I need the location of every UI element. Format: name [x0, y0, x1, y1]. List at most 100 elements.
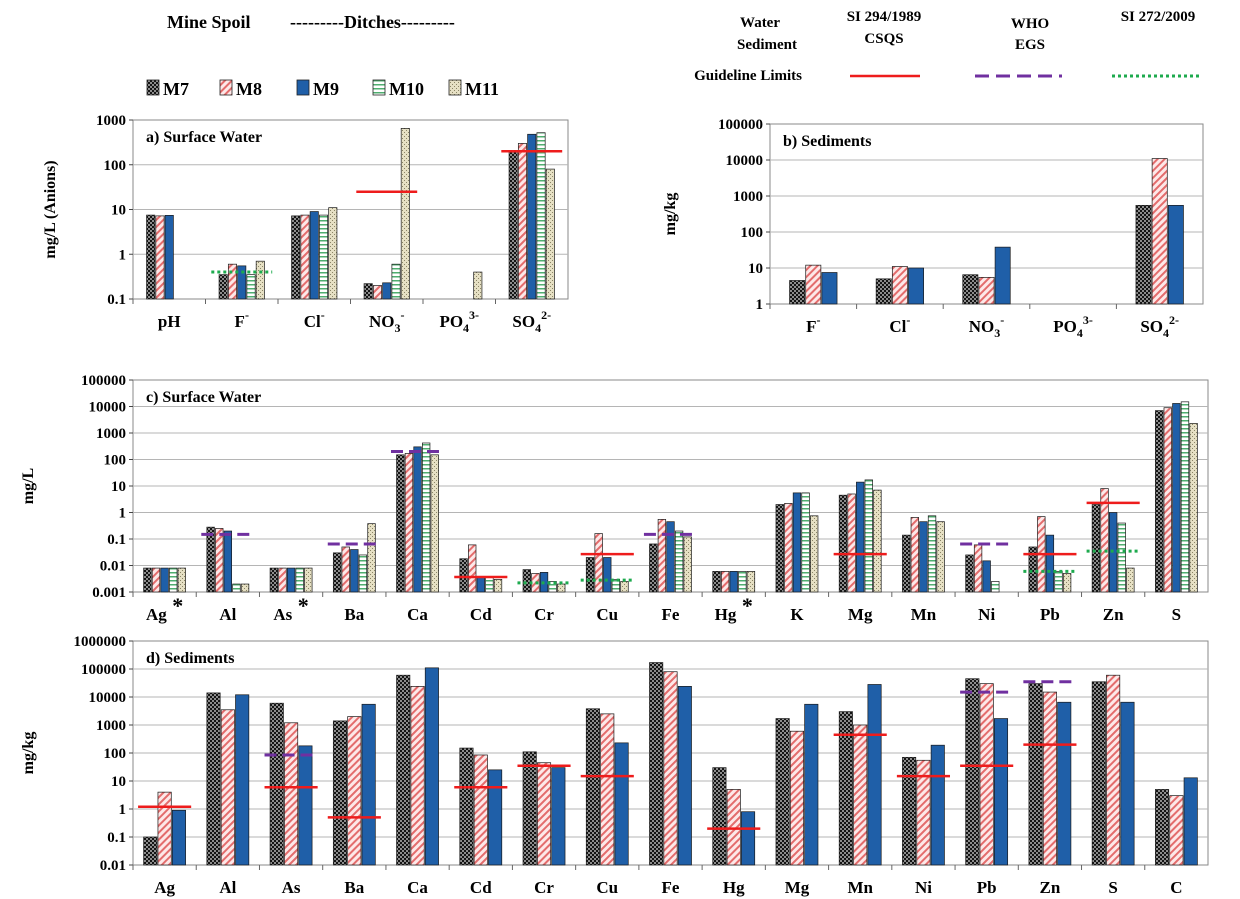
category-label: Cd — [470, 605, 492, 624]
bar-m9 — [930, 744, 945, 866]
bar-m7 — [291, 215, 301, 300]
bar-m8 — [600, 713, 615, 866]
y-axis-label: mg/kg — [662, 193, 679, 236]
panel-title: d) Sediments — [146, 650, 234, 667]
bar-m10 — [801, 492, 810, 593]
category-label: S — [1108, 878, 1117, 897]
bar-m8 — [300, 214, 310, 300]
category-label: Mg — [848, 605, 873, 624]
bar-m8 — [1151, 158, 1168, 305]
bar-m8 — [404, 453, 414, 593]
bar-m8 — [789, 730, 804, 866]
bar-m11 — [1062, 573, 1072, 593]
bar-m8 — [726, 789, 741, 866]
bar-m7 — [649, 543, 658, 593]
bar-m7 — [838, 494, 848, 593]
bar-m8 — [473, 754, 488, 866]
category-label: Ba — [344, 878, 364, 897]
bar-m10 — [674, 530, 684, 593]
bar-m9 — [603, 557, 612, 593]
category-label: Cd — [470, 878, 492, 897]
bar-m9 — [350, 549, 359, 593]
bar-m9 — [286, 567, 296, 593]
bar-m11 — [473, 271, 483, 300]
bar-m11 — [936, 521, 945, 593]
category-label: Al — [219, 605, 236, 624]
bar-m9 — [982, 560, 991, 593]
category-label: NO3- — [369, 308, 405, 335]
bar-m8 — [891, 266, 908, 305]
bar-m10 — [169, 567, 178, 593]
bar-m9 — [856, 481, 865, 593]
bar-m10 — [1054, 571, 1063, 593]
bar-m10 — [232, 583, 241, 593]
category-label: Zn — [1103, 605, 1124, 624]
bar-m8 — [847, 493, 856, 593]
bar-m8 — [347, 716, 362, 866]
legend-swatch-m9 — [296, 79, 310, 96]
legend-label-m8: M8 — [236, 79, 262, 99]
bar-m8 — [657, 519, 667, 593]
bar-m9 — [614, 742, 629, 866]
bar-m8 — [278, 567, 287, 593]
bar-m7 — [775, 504, 784, 593]
bar-m7 — [1135, 204, 1152, 305]
bar-m8 — [1100, 488, 1109, 593]
bar-m8 — [284, 722, 299, 866]
legend: Mine Spoil ---------Ditches--------- M7 M… — [146, 9, 1200, 99]
bar-m9 — [729, 571, 738, 593]
category-label: Ag — [154, 878, 175, 897]
bar-m11 — [746, 571, 756, 593]
panel-title: c) Surface Water — [146, 389, 261, 406]
y-tick-label: 100 — [741, 225, 764, 241]
y-tick-label: 1 — [756, 297, 764, 313]
bar-m10 — [246, 274, 256, 300]
guideline-si294-name: SI 294/1989 — [847, 9, 922, 25]
y-axis-label: mg/L (Anions) — [42, 160, 59, 258]
bar-m10 — [864, 479, 873, 593]
bar-m10 — [536, 132, 546, 300]
bar-m9 — [424, 667, 439, 866]
bar-m9 — [309, 211, 319, 300]
bar-m7 — [332, 720, 348, 866]
panel-title: a) Surface Water — [146, 129, 262, 146]
bar-m7 — [1091, 681, 1106, 866]
bar-m9 — [1167, 204, 1184, 305]
category-label: Ca — [407, 605, 428, 624]
panel-c-surface-water-metals: 0.001 0.01 0.1 1 10 100 1000 10000 100000 Ag * Al A… — [20, 373, 1209, 624]
bar-m10 — [611, 579, 621, 593]
bar-m8 — [853, 724, 868, 866]
y-axis-label: mg/kg — [20, 732, 37, 775]
bar-m11 — [1126, 567, 1135, 593]
category-label: Hg * — [715, 593, 753, 624]
bar-m9 — [237, 265, 247, 300]
category-label: Ni — [915, 878, 932, 897]
legend-label-m9: M9 — [313, 79, 339, 99]
y-axis-label: mg/L — [20, 468, 37, 504]
y-tick-label: 100 — [104, 453, 127, 469]
guideline-si294-sub: CSQS — [864, 31, 903, 47]
bar-m8 — [537, 762, 552, 866]
bar-m9 — [1172, 403, 1181, 593]
bar-m11 — [493, 579, 503, 593]
bar-m8 — [157, 791, 172, 866]
bar-m7 — [789, 280, 806, 305]
bar-m7 — [508, 150, 518, 300]
bar-m7 — [269, 567, 279, 593]
legend-label-m7: M7 — [163, 79, 189, 99]
bar-m11 — [328, 207, 338, 300]
category-label: NO3- — [969, 313, 1005, 340]
bar-m11 — [557, 583, 566, 593]
bar-m10 — [1117, 522, 1126, 593]
y-tick-label: 10 — [111, 479, 126, 495]
bar-m8 — [910, 517, 919, 593]
bar-m7 — [875, 278, 892, 305]
category-label: PO43- — [1053, 313, 1093, 340]
category-label: C — [1170, 878, 1182, 897]
bar-m11 — [240, 583, 250, 593]
bar-m7 — [1155, 410, 1164, 593]
bar-m7 — [585, 557, 595, 593]
category-label: F- — [235, 308, 249, 331]
bar-m7 — [396, 454, 405, 593]
category-label: PO43- — [439, 308, 479, 335]
